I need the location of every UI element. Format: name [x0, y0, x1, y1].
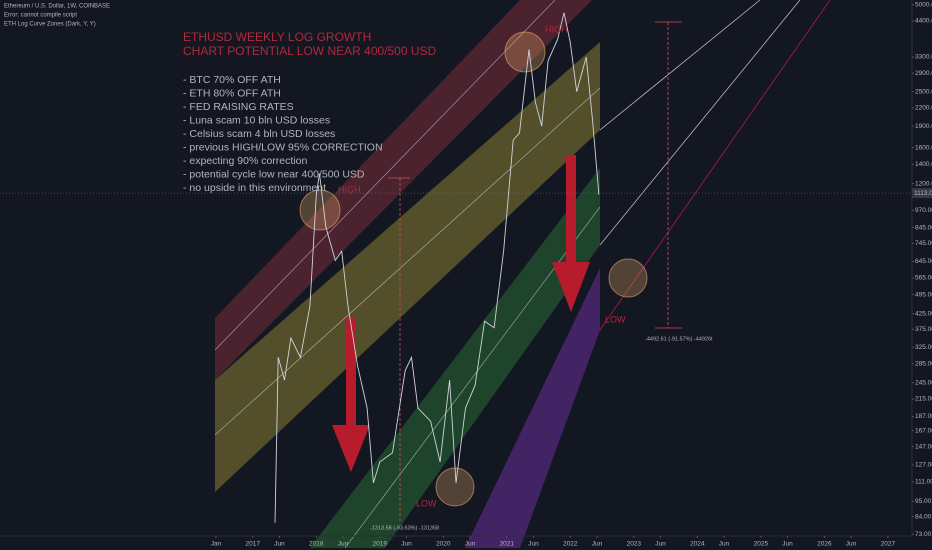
- y-tick-label: 845.00: [915, 224, 932, 231]
- price-tag-label: 1113.00: [914, 190, 932, 197]
- y-tick-label: 215.00: [915, 396, 932, 403]
- x-tick-label: 2024: [690, 541, 705, 548]
- high-circle: [299, 189, 341, 231]
- zone-line: [214, 0, 556, 351]
- y-tick-label: 187.00: [915, 413, 932, 420]
- red-zone: [215, 0, 592, 380]
- y-tick-label: 2200.00: [915, 104, 932, 111]
- y-tick-label: 1200.00: [915, 180, 932, 187]
- note: - Celsius scam 4 bln USD losses: [183, 128, 335, 140]
- zone-line: [599, 0, 761, 131]
- chart-subtitle: CHART POTENTIAL LOW NEAR 400/500 USD: [183, 44, 437, 58]
- down-arrow: [332, 318, 370, 472]
- note: - no upside in this environment: [183, 182, 326, 194]
- y-tick-label: 325.00: [915, 344, 932, 351]
- x-tick-label: 2025: [754, 541, 769, 548]
- y-tick-label: 1600.00: [915, 144, 932, 151]
- zone-line: [599, 0, 801, 246]
- low-circle: [608, 258, 648, 298]
- x-tick-label: 2017: [246, 541, 261, 548]
- y-tick-label: 95.00: [915, 498, 932, 505]
- x-tick-label: 2021: [500, 541, 515, 548]
- note: - expecting 90% correction: [183, 155, 307, 167]
- zone-line: [214, 87, 601, 436]
- y-tick-label: 4400.00: [915, 18, 932, 25]
- x-tick-label: 2019: [373, 541, 388, 548]
- note: - potential cycle low near 400/500 USD: [183, 168, 365, 180]
- y-tick-label: 375.00: [915, 326, 932, 333]
- y-tick-label: 645.00: [915, 258, 932, 265]
- chart-title: ETHUSD WEEKLY LOG GROWTH: [183, 30, 371, 44]
- y-tick-label: 565.00: [915, 275, 932, 282]
- y-tick-label: 2500.00: [915, 88, 932, 95]
- plot: [0, 12, 912, 523]
- y-tick-label: 167.00: [915, 427, 932, 434]
- y-tick-label: 1400.00: [915, 161, 932, 168]
- price-axis: [912, 0, 932, 550]
- price-tag: [912, 188, 932, 199]
- y-tick-label: 111.00: [915, 479, 932, 486]
- x-tick-label: 2020: [436, 541, 451, 548]
- x-tick-label: Jun: [274, 541, 285, 548]
- y-tick-label: 3300.00: [915, 54, 932, 61]
- x-tick-label: Jan: [211, 541, 222, 548]
- annotation: HIGH: [545, 24, 568, 34]
- green-zone: [310, 168, 600, 548]
- x-tick-label: 2022: [563, 541, 578, 548]
- y-tick-label: 147.00: [915, 443, 932, 450]
- y-tick-label: 2900.00: [915, 70, 932, 77]
- high-circle: [504, 31, 546, 73]
- x-tick-label: Jun: [719, 541, 730, 548]
- x-tick-label: Jun: [528, 541, 539, 548]
- yellow-zone: [215, 42, 600, 492]
- zone-line: [599, 0, 831, 331]
- x-tick-label: Jun: [655, 541, 666, 548]
- y-tick-label: 245.00: [915, 379, 932, 386]
- symbol: Ethereum / U.S. Dollar, 1W, COINBASE: [4, 4, 110, 10]
- x-tick-label: 2027: [881, 541, 896, 548]
- y-tick-label: 495.00: [915, 291, 932, 298]
- y-tick-label: 1900.00: [915, 123, 932, 130]
- y-tick-label: 425.00: [915, 310, 932, 317]
- y-tick-label: 5000.00: [915, 2, 932, 9]
- annotation: HIGH: [338, 184, 361, 194]
- annotation: -1313.58 (-93.63%) -131358: [370, 525, 439, 531]
- annotation: LOW: [605, 314, 626, 324]
- y-tick-label: 73.00: [915, 531, 932, 538]
- annotation: LOW: [416, 498, 437, 508]
- x-tick-label: 2018: [309, 541, 324, 548]
- x-tick-label: 2026: [817, 541, 832, 548]
- zones: [214, 0, 831, 549]
- y-tick-label: 127.00: [915, 462, 932, 469]
- error: Error: cannot compile script: [4, 13, 77, 19]
- x-tick-label: Jun: [401, 541, 412, 548]
- note: - FED RAISING RATES: [183, 101, 294, 113]
- x-tick-label: Jun: [782, 541, 793, 548]
- x-tick-label: Jun: [846, 541, 857, 548]
- price-line-series: [274, 12, 600, 523]
- indicator: ETH Log Curve Zones (Dark, Y, Y): [4, 22, 96, 28]
- y-tick-label: 970.00: [915, 207, 932, 214]
- x-tick-label: Jun: [465, 541, 476, 548]
- purple-zone: [465, 268, 600, 548]
- y-tick-label: 285.00: [915, 360, 932, 367]
- note: - ETH 80% OFF ATH: [183, 87, 281, 99]
- y-tick-label: 84.00: [915, 513, 932, 520]
- note: - previous HIGH/LOW 95% CORRECTION: [183, 141, 383, 153]
- y-tick-label: 745.00: [915, 240, 932, 247]
- down-arrow: [552, 155, 590, 312]
- x-tick-label: 2023: [627, 541, 642, 548]
- annotation: -4492.61 (-91.57%) -44926t: [645, 336, 713, 342]
- x-tick-label: Jun: [592, 541, 603, 548]
- note: - BTC 70% OFF ATH: [183, 74, 281, 86]
- note: - Luna scam 10 bln USD losses: [183, 114, 330, 126]
- x-tick-label: Jun: [338, 541, 349, 548]
- markers: [299, 21, 682, 522]
